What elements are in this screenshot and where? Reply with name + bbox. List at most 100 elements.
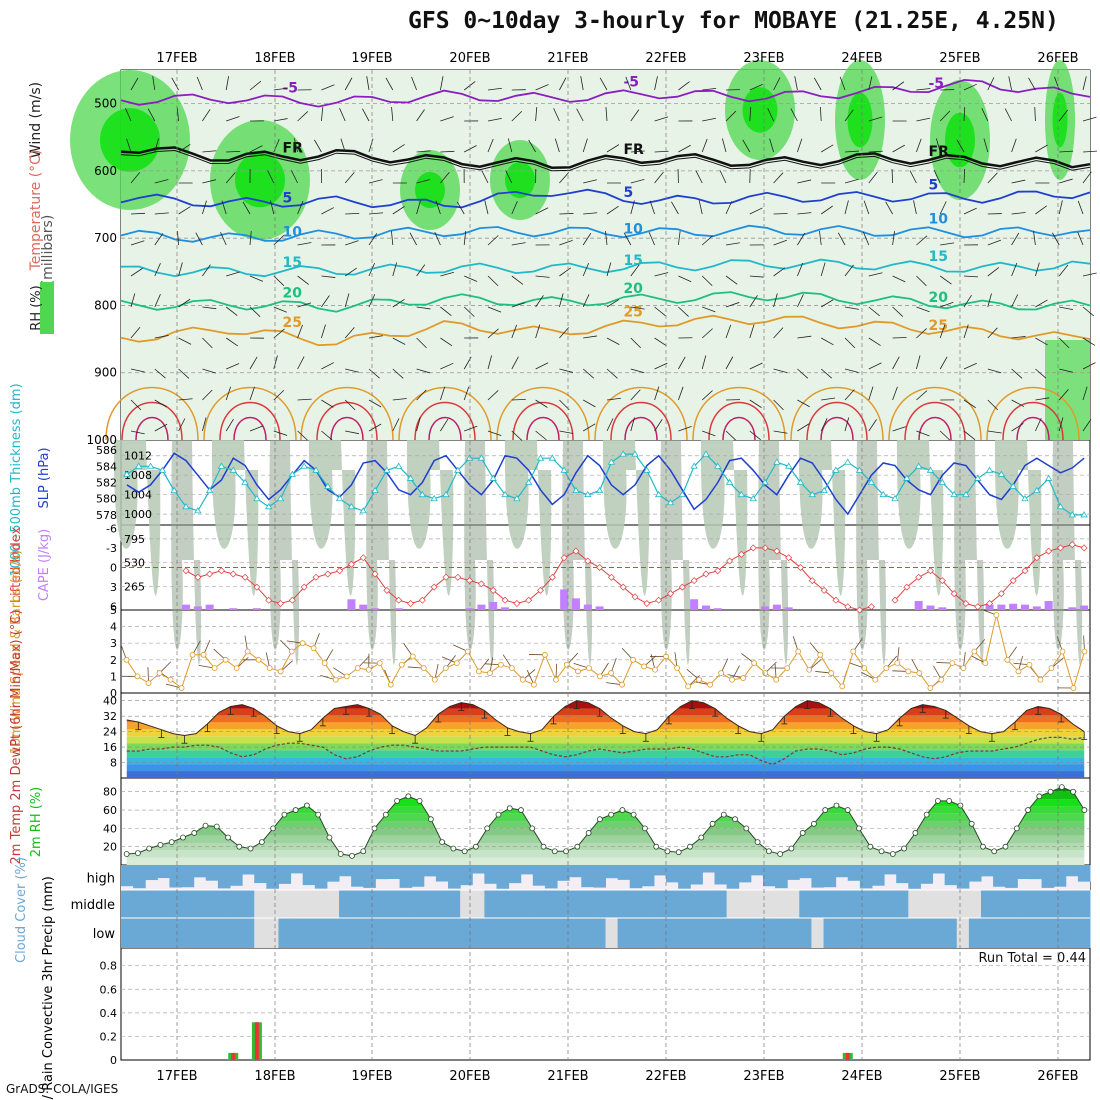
rh-legend-swatch [40, 282, 54, 334]
wind-barb [178, 337, 192, 345]
wind-barb [130, 77, 139, 91]
cloud-middle-bar [896, 890, 909, 918]
wind-barb [820, 144, 834, 153]
wind-barb [797, 262, 804, 277]
cape-bar [1068, 607, 1077, 610]
wind10m-point [145, 680, 152, 686]
cloud-middle-bar [326, 890, 340, 918]
wind-barb [463, 386, 470, 401]
wind-barb [225, 76, 230, 91]
wind-barb [820, 368, 832, 379]
rh2m-point [1036, 793, 1043, 800]
wind-barb [623, 232, 632, 246]
rh2m-point [213, 823, 220, 830]
cloud-high-bar [423, 865, 437, 877]
wind-barb [154, 368, 166, 379]
wind-barb [125, 107, 132, 122]
chart-title: GFS 0~10day 3-hourly for MOBAYE (21.25E,… [408, 8, 1059, 34]
thickness-point [891, 494, 899, 502]
thickness-point [430, 494, 438, 502]
wind-barb [630, 337, 642, 349]
cape-tick-label: 530 [124, 557, 145, 570]
wind-barb [820, 418, 828, 432]
rh-shade-mid [406, 440, 454, 596]
wind-barb [936, 138, 941, 153]
thickness-point [867, 478, 876, 485]
lifted-index-point [796, 564, 804, 571]
wind-barb [939, 110, 951, 122]
wind-barb [797, 138, 803, 153]
wind-barb [868, 116, 883, 122]
temp-tick-label: 32 [103, 710, 117, 723]
isotherm-label: 5 [929, 178, 939, 194]
cloud-high-bar [787, 865, 800, 880]
cape-bar [1021, 604, 1030, 610]
wind-barb [487, 235, 499, 246]
wind-barb [892, 81, 905, 91]
thickness-point [359, 507, 367, 514]
wind-barb [1011, 232, 1020, 246]
wind-barb [630, 264, 640, 277]
cloud-low-bar [835, 918, 849, 948]
rh2m-point [777, 851, 784, 857]
wind-barb [392, 299, 405, 308]
wind-barb [868, 272, 883, 277]
wind-barb [583, 212, 598, 215]
wind-barb [678, 231, 681, 246]
cloud-high-bar [520, 865, 534, 875]
wind-barb [773, 213, 788, 215]
thickness-point [773, 458, 781, 465]
thickness-point [335, 494, 344, 502]
wind-barb [559, 213, 574, 215]
wind-barb [892, 337, 907, 339]
rh2m-point [484, 825, 491, 832]
rh2m-point [326, 834, 333, 841]
wind10m-point [696, 676, 702, 683]
thickness-point [654, 490, 663, 498]
wind-barb [416, 200, 421, 215]
thickness-tick-label: 580 [96, 493, 117, 506]
wind-barb [654, 116, 669, 122]
rh2m-point [461, 848, 468, 855]
wind-barb [797, 294, 804, 308]
wind10m-point [674, 665, 680, 671]
wind-barb [671, 201, 679, 215]
cape-bar [938, 607, 947, 610]
wind10m-point [872, 676, 879, 683]
pressure-tick-label: 900 [94, 366, 117, 380]
cloud-high-bar [133, 865, 146, 889]
thickness-point [702, 450, 710, 457]
cloud-low-bar [993, 918, 1006, 948]
wind-barb [344, 267, 357, 277]
rh-saturated-patch [235, 152, 285, 208]
wind-barb [1035, 397, 1050, 401]
wind-barb [844, 178, 859, 184]
wind-barb [392, 418, 400, 432]
cape-axis-label: CAPE (J/kg) [37, 529, 52, 601]
wind-barb [1082, 386, 1088, 401]
wind10m-point [553, 676, 559, 683]
isotherm-warm-loop [1016, 416, 1050, 441]
date-label-bottom: 23FEB [743, 1069, 784, 1084]
wind-barb [435, 200, 441, 215]
wind-barb [773, 327, 784, 339]
thickness-point [974, 474, 982, 481]
wind-barb [987, 430, 1002, 434]
cloud-low-bar [193, 918, 207, 948]
wind-barb [154, 335, 169, 339]
wind-barb [1059, 178, 1073, 184]
rh2m-point [225, 834, 231, 841]
wind-barb [416, 389, 427, 401]
cloud-low-bar [290, 918, 304, 948]
isotherm-label: 20 [929, 290, 949, 306]
wind-barb [844, 150, 859, 153]
wind-barb [797, 335, 812, 339]
cloud-middle-bar [520, 890, 534, 918]
rh2m-point [371, 825, 378, 832]
wind-barb [392, 262, 397, 277]
wind-barb [297, 302, 312, 308]
cloud-middle-bar [399, 890, 413, 918]
lifted-index-point [537, 586, 545, 594]
lifted-index-point [1068, 541, 1076, 549]
cloud-high-bar [581, 865, 594, 888]
